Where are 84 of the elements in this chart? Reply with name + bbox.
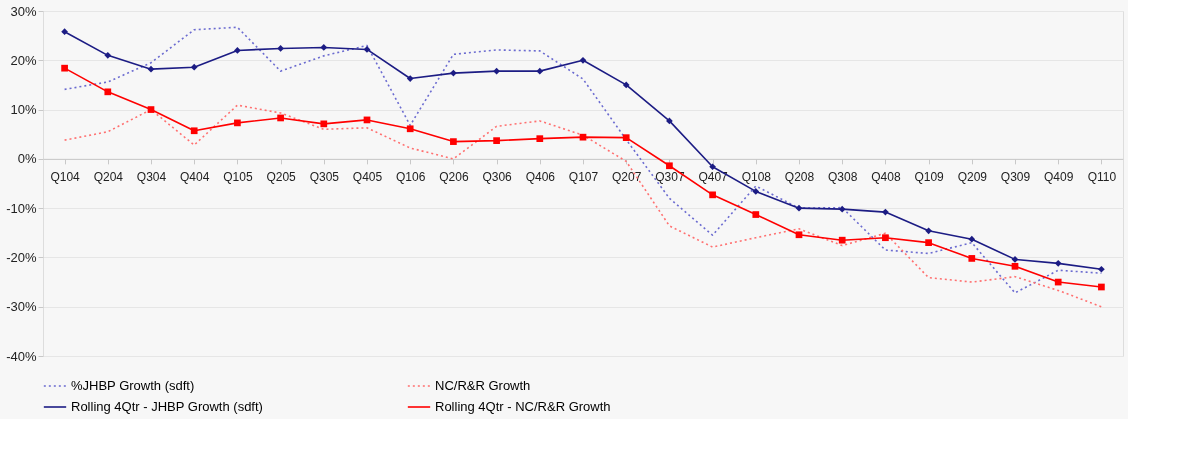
point [320, 120, 328, 128]
legend-label: NC/R&R Growth [435, 378, 531, 393]
point [61, 64, 68, 72]
y-tick-label: 0% [17, 151, 37, 167]
point [666, 162, 673, 170]
point [666, 117, 673, 125]
point [968, 235, 976, 243]
point [61, 28, 68, 36]
point [925, 239, 932, 246]
x-tick-label: Q106 [396, 170, 426, 185]
x-tick-label: Q404 [180, 170, 210, 185]
point [968, 255, 976, 262]
point [752, 211, 760, 218]
x-tick-label: Q206 [439, 170, 469, 185]
point [234, 119, 241, 127]
point [579, 133, 587, 141]
point [579, 56, 587, 64]
x-tick-label: Q407 [698, 170, 729, 185]
point [536, 135, 544, 142]
point [795, 231, 803, 239]
point [752, 188, 760, 195]
x-tick-label: Q104 [50, 170, 81, 185]
point [147, 65, 155, 73]
x-tick-label: Q209 [957, 170, 988, 185]
x-tick-label: Q406 [525, 170, 556, 185]
x-tick-label: Q307 [655, 170, 685, 185]
point [450, 138, 457, 145]
x-tick-label: Q109 [914, 170, 945, 185]
point [190, 63, 198, 71]
x-tick-label: Q405 [352, 170, 383, 185]
y-tick-label: 30% [10, 3, 37, 19]
point [277, 45, 284, 52]
point [882, 208, 889, 216]
point [838, 236, 846, 244]
point [709, 163, 716, 171]
point [493, 67, 500, 75]
point [622, 81, 630, 89]
x-tick-label: Q308 [828, 170, 858, 185]
point [882, 234, 889, 242]
x-tick-label: Q110 [1087, 170, 1117, 185]
y-tick-label: 10% [10, 102, 37, 118]
x-tick-label: Q408 [871, 170, 901, 185]
point [147, 106, 155, 113]
point [234, 47, 241, 54]
point [104, 88, 112, 96]
point [104, 52, 112, 59]
point [709, 191, 716, 199]
point [450, 69, 457, 77]
point [406, 125, 414, 133]
y-tick-label: -10% [6, 200, 37, 216]
point [1054, 259, 1062, 267]
x-tick-label: Q204 [93, 170, 124, 185]
x-tick-label: Q304 [136, 170, 167, 185]
point [190, 127, 198, 135]
y-tick-label: 20% [10, 52, 37, 68]
point [536, 67, 544, 75]
point [1011, 262, 1019, 270]
point [795, 204, 803, 212]
point [277, 114, 284, 122]
x-tick-label: Q306 [482, 170, 513, 185]
y-tick-label: -40% [6, 348, 37, 364]
x-tick-label: Q409 [1044, 170, 1074, 185]
point [406, 75, 414, 82]
point [1098, 283, 1105, 291]
point [493, 137, 500, 144]
x-tick-label: Q305 [309, 170, 340, 185]
point [622, 134, 630, 142]
point [1054, 278, 1062, 286]
legend-label: %JHBP Growth (sdft) [71, 378, 195, 393]
x-tick-label: Q205 [266, 170, 297, 185]
x-tick-label: Q207 [612, 170, 642, 185]
legend-label: Rolling 4Qtr - JHBP Growth (sdft) [71, 399, 263, 414]
y-tick-label: -20% [6, 249, 37, 265]
x-tick-label: Q208 [784, 170, 815, 185]
x-tick-label: Q107 [568, 170, 599, 185]
legend-label: Rolling 4Qtr - NC/R&R Growth [435, 399, 611, 414]
x-tick-label: Q108 [741, 170, 772, 185]
point [320, 44, 328, 51]
point [1098, 265, 1105, 273]
x-tick-label: Q105 [223, 170, 253, 185]
point [838, 205, 846, 213]
y-tick-label: -30% [6, 299, 37, 315]
point [925, 227, 932, 235]
x-tick-label: Q309 [1000, 170, 1031, 185]
